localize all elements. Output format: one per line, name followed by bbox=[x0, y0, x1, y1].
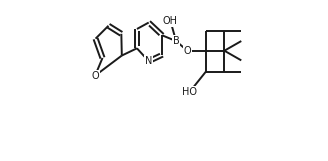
Text: B: B bbox=[173, 36, 179, 46]
Text: O: O bbox=[184, 46, 191, 56]
Text: OH: OH bbox=[163, 16, 178, 26]
Text: N: N bbox=[145, 56, 153, 66]
Text: O: O bbox=[91, 71, 99, 81]
Text: HO: HO bbox=[182, 87, 197, 97]
